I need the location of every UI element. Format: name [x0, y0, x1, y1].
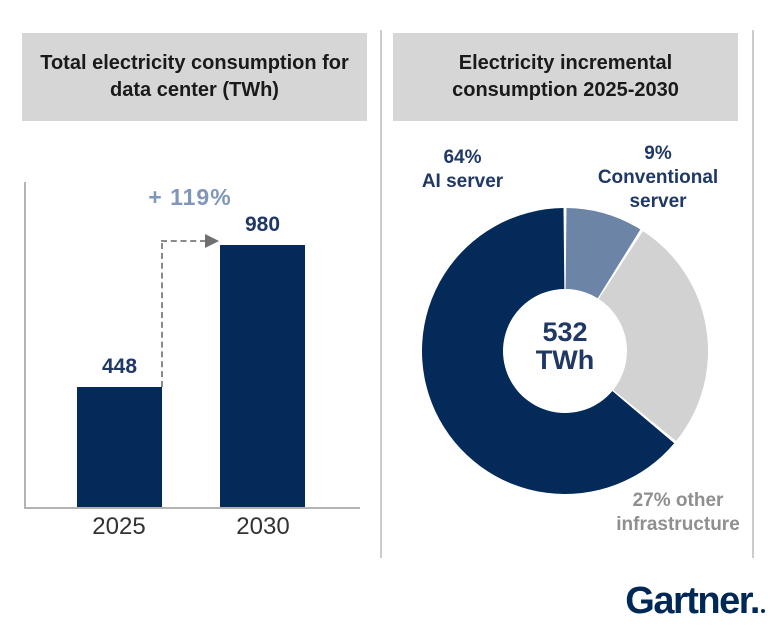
label-ai-server-pct: 64% — [443, 147, 482, 168]
label-ai-server-name: AI server — [421, 171, 504, 192]
left-panel-title-box: Total electricity consumption for data c… — [22, 33, 367, 121]
growth-arrow-head-icon — [205, 234, 219, 248]
gartner-logo-text: Gartner. — [625, 580, 760, 622]
bar-2030 — [220, 245, 305, 507]
label-conventional-server: 9% Conventional server — [577, 142, 739, 214]
panel-divider — [380, 30, 382, 558]
label-other-infrastructure: 27% other infrastructure — [598, 489, 758, 537]
donut-segment-ai-server — [421, 208, 675, 495]
donut-segment-other-infrastructure — [598, 231, 708, 441]
bar-group-2025: 448 — [77, 355, 162, 507]
bar-value-2030: 980 — [244, 213, 281, 236]
label-conventional-pct: 9% — [644, 143, 672, 164]
donut-center-unit: TWh — [535, 345, 595, 375]
left-panel-title: Total electricity consumption for data c… — [40, 52, 349, 101]
donut-chart — [421, 208, 708, 495]
x-tick-2025: 2025 — [92, 513, 146, 540]
registered-mark-icon — [761, 609, 765, 613]
right-panel-title: Electricity incremental consumption 2025… — [452, 52, 679, 101]
bar-chart-x-axis — [24, 507, 360, 509]
donut-center-value: 532 — [542, 317, 588, 347]
gartner-logo: Gartner. — [605, 580, 765, 623]
label-conventional-name: Conventional server — [597, 167, 719, 212]
growth-arrow-horizontal-dash — [161, 240, 206, 242]
bar-value-2025: 448 — [101, 355, 138, 378]
growth-arrow-vertical-dash — [161, 243, 163, 387]
label-other-text: 27% other infrastructure — [616, 490, 740, 535]
bar-group-2030: 980 — [220, 213, 305, 507]
donut-center-label: 532 TWh — [505, 318, 625, 374]
x-tick-2030: 2030 — [236, 513, 290, 540]
growth-annotation: + 119% — [148, 184, 232, 210]
right-panel-title-box: Electricity incremental consumption 2025… — [393, 33, 738, 121]
donut-segment-conventional-server — [565, 208, 641, 299]
right-edge-divider — [752, 30, 754, 558]
label-ai-server: 64% AI server — [385, 146, 540, 194]
bar-chart-y-axis — [24, 182, 26, 509]
bar-2025 — [77, 387, 162, 507]
